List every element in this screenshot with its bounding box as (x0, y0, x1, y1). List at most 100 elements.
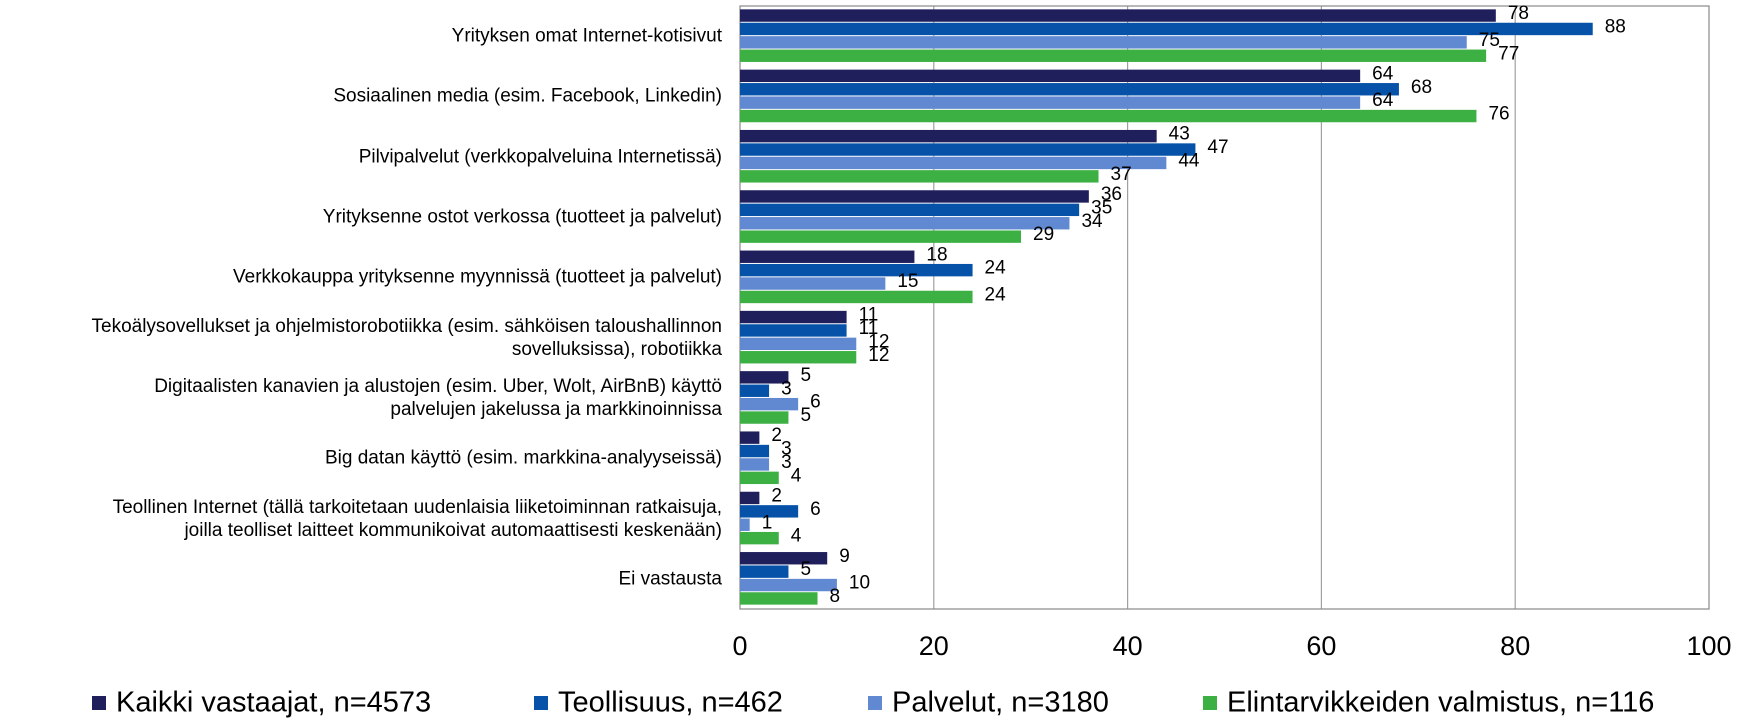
value-label: 12 (868, 331, 889, 352)
bar (740, 471, 779, 485)
value-label: 11 (859, 305, 879, 326)
x-tick-label: 40 (1113, 631, 1143, 661)
bar (740, 22, 1593, 36)
value-label: 5 (800, 405, 811, 426)
value-label: 68 (1411, 77, 1432, 98)
value-label: 5 (800, 365, 811, 386)
value-label: 5 (800, 559, 811, 580)
bar (740, 217, 1070, 230)
legend-swatch (534, 696, 548, 710)
value-label: 64 (1372, 63, 1394, 84)
value-label: 44 (1178, 150, 1200, 171)
value-label: 6 (810, 392, 821, 413)
bar (740, 203, 1080, 217)
bar (740, 129, 1157, 143)
bar (740, 250, 915, 263)
legend-label: Teollisuus, n=462 (558, 687, 783, 718)
bar (740, 565, 789, 578)
category-label: Digitaalisten kanavien ja alustojen (esi… (154, 375, 722, 420)
plot-border (739, 5, 1710, 610)
bar (740, 491, 760, 505)
bar (740, 371, 789, 384)
legend-swatch (1203, 696, 1217, 710)
value-label: 3 (781, 378, 792, 399)
value-label: 88 (1605, 16, 1626, 37)
value-label: 2 (771, 425, 782, 446)
value-label: 34 (1081, 211, 1103, 232)
bar (740, 431, 760, 444)
value-label: 3 (781, 439, 792, 460)
bar (740, 96, 1361, 109)
bar (740, 230, 1022, 243)
bar (740, 190, 1089, 203)
value-label: 4 (791, 465, 802, 486)
value-label: 35 (1091, 197, 1112, 218)
value-label: 24 (985, 284, 1007, 305)
bar (740, 109, 1477, 123)
value-label: 75 (1479, 30, 1500, 51)
bar (740, 277, 886, 290)
value-label: 9 (839, 546, 850, 567)
category-label: Verkkokauppa yrityksenne myynnissä (tuot… (233, 266, 722, 288)
value-label: 78 (1508, 3, 1529, 24)
value-label: 43 (1169, 124, 1190, 145)
bar (740, 531, 779, 545)
x-tick-label: 20 (919, 631, 949, 661)
bar (740, 337, 857, 351)
value-label: 47 (1207, 137, 1228, 158)
bar (740, 351, 857, 364)
bar (740, 505, 799, 518)
legend-label: Kaikki vastaajat, n=4573 (116, 687, 431, 718)
value-label: 8 (830, 586, 841, 607)
value-label: 4 (791, 526, 802, 547)
value-label: 64 (1372, 90, 1394, 111)
bar (740, 411, 789, 424)
category-label: Pilvipalvelut (verkkopalveluina Internet… (358, 146, 722, 168)
category-label: Tekoälysovellukset ja ohjelmistorobotiik… (91, 315, 723, 360)
value-label: 76 (1488, 104, 1509, 125)
bar (740, 143, 1196, 156)
category-label: Sosiaalinen media (esim. Facebook, Linke… (333, 85, 722, 107)
category-label: Big datan käyttö (esim. markkina-analyys… (324, 447, 722, 469)
value-label: 3 (781, 452, 792, 473)
x-tick-label: 100 (1686, 631, 1731, 661)
value-label: 10 (849, 573, 870, 594)
value-label: 15 (897, 271, 918, 292)
value-label: 29 (1033, 224, 1054, 245)
bar (740, 170, 1099, 183)
legend-swatch (868, 696, 882, 710)
bar (740, 578, 837, 592)
value-label: 36 (1101, 184, 1122, 205)
bar (740, 49, 1487, 62)
bar (740, 518, 750, 531)
category-label: Yrityksen omat Internet-kotisivut (451, 25, 722, 47)
bar (740, 444, 770, 458)
bar (740, 592, 818, 605)
legend-label: Elintarvikkeiden valmistus, n=116 (1227, 687, 1654, 718)
bar (740, 384, 770, 397)
legend-swatch (92, 696, 106, 710)
value-label: 18 (926, 244, 947, 265)
value-label: 2 (771, 485, 782, 506)
bar (740, 458, 770, 471)
bar (740, 552, 828, 565)
bar (740, 310, 847, 324)
bar (740, 156, 1167, 170)
x-tick-label: 0 (732, 631, 747, 661)
bar (740, 36, 1467, 49)
bar (740, 397, 799, 411)
bar (740, 9, 1496, 22)
value-label: 1 (762, 512, 773, 533)
x-tick-label: 60 (1306, 631, 1336, 661)
category-label: Teollinen Internet (tällä tarkoitetaan u… (112, 496, 722, 541)
bar (740, 69, 1361, 83)
bar (740, 263, 973, 277)
legend-label: Palvelut, n=3180 (892, 687, 1109, 718)
bar (740, 324, 847, 337)
category-label: Ei vastausta (618, 568, 723, 590)
value-label: 37 (1111, 164, 1132, 185)
category-label: Yrityksenne ostot verkossa (tuotteet ja … (322, 206, 722, 228)
value-label: 24 (985, 258, 1007, 279)
bar (740, 83, 1399, 96)
